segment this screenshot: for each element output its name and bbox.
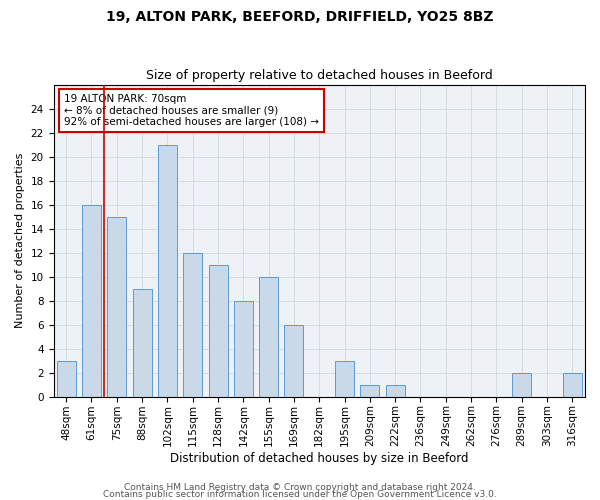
Bar bbox=[335, 360, 354, 396]
Bar bbox=[234, 300, 253, 396]
X-axis label: Distribution of detached houses by size in Beeford: Distribution of detached houses by size … bbox=[170, 452, 469, 465]
Bar bbox=[386, 384, 404, 396]
Bar bbox=[183, 252, 202, 396]
Bar bbox=[259, 276, 278, 396]
Text: 19, ALTON PARK, BEEFORD, DRIFFIELD, YO25 8BZ: 19, ALTON PARK, BEEFORD, DRIFFIELD, YO25… bbox=[106, 10, 494, 24]
Text: Contains public sector information licensed under the Open Government Licence v3: Contains public sector information licen… bbox=[103, 490, 497, 499]
Bar bbox=[133, 288, 152, 397]
Bar bbox=[563, 372, 582, 396]
Bar bbox=[107, 216, 126, 396]
Bar bbox=[284, 324, 304, 396]
Bar bbox=[82, 204, 101, 396]
Bar bbox=[361, 384, 379, 396]
Title: Size of property relative to detached houses in Beeford: Size of property relative to detached ho… bbox=[146, 69, 493, 82]
Y-axis label: Number of detached properties: Number of detached properties bbox=[15, 153, 25, 328]
Bar bbox=[56, 360, 76, 396]
Text: 19 ALTON PARK: 70sqm
← 8% of detached houses are smaller (9)
92% of semi-detache: 19 ALTON PARK: 70sqm ← 8% of detached ho… bbox=[64, 94, 319, 127]
Bar bbox=[512, 372, 531, 396]
Text: Contains HM Land Registry data © Crown copyright and database right 2024.: Contains HM Land Registry data © Crown c… bbox=[124, 484, 476, 492]
Bar bbox=[158, 144, 177, 396]
Bar bbox=[209, 264, 227, 396]
